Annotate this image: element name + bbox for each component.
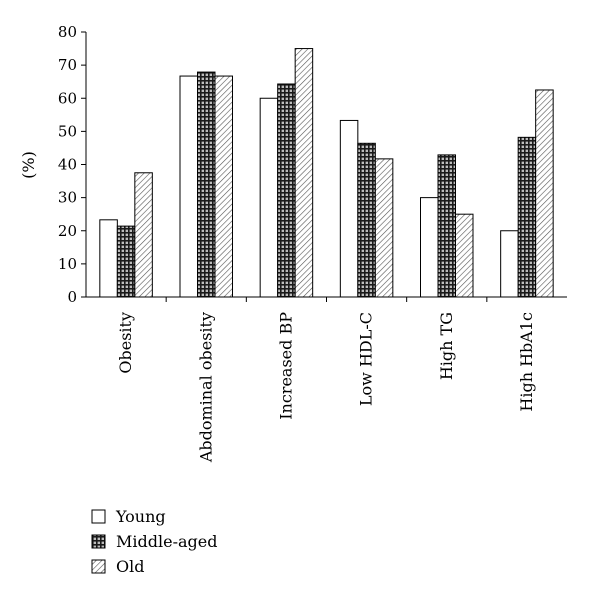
x-tick-label: Increased BP bbox=[276, 312, 295, 420]
y-axis-title: (%) bbox=[19, 151, 38, 179]
y-tick-label: 0 bbox=[67, 288, 77, 306]
bar-old-1 bbox=[134, 172, 153, 298]
x-tick-label: High HbA1c bbox=[517, 312, 536, 412]
legend-swatch-young bbox=[91, 509, 106, 524]
bar-old-4 bbox=[374, 158, 394, 298]
legend: Young Middle-aged Old bbox=[91, 507, 217, 576]
bar-young-2 bbox=[179, 75, 198, 298]
y-tick-label: 20 bbox=[58, 222, 77, 240]
bar-middle-aged-6 bbox=[517, 136, 537, 298]
bar-young-1 bbox=[99, 219, 118, 298]
bar-old-3 bbox=[294, 48, 314, 298]
plot-area: 0 10 20 30 40 50 60 70 80 Obesity Abdominal obesit… bbox=[58, 23, 567, 463]
bar-young-6 bbox=[500, 230, 519, 298]
x-tick-label: High TG bbox=[437, 312, 456, 380]
bar-young-5 bbox=[420, 197, 439, 298]
bar-middle-aged-4 bbox=[357, 142, 376, 298]
x-tick-label: Low HDL-C bbox=[357, 312, 376, 406]
bar-old-5 bbox=[455, 213, 474, 298]
bar-old-2 bbox=[214, 75, 233, 298]
bar-young-4 bbox=[339, 119, 359, 298]
y-tick-label: 80 bbox=[58, 23, 77, 41]
legend-swatch-old bbox=[91, 559, 106, 574]
bar-middle-aged-2 bbox=[197, 71, 216, 298]
y-tick-label: 40 bbox=[58, 156, 77, 174]
bar-middle-aged-3 bbox=[277, 83, 296, 298]
legend-swatch-middle-aged bbox=[91, 534, 106, 549]
legend-label: Old bbox=[116, 557, 144, 576]
bar-young-3 bbox=[259, 97, 279, 298]
bar-middle-aged-1 bbox=[116, 225, 136, 298]
y-tick-label: 30 bbox=[58, 189, 77, 207]
x-tick-label: Abdominal obesity bbox=[196, 312, 215, 463]
y-tick-label: 10 bbox=[58, 255, 77, 273]
legend-label: Middle-aged bbox=[116, 532, 217, 551]
bar-old-6 bbox=[535, 89, 554, 298]
legend-label: Young bbox=[115, 507, 166, 526]
x-tick-label: Obesity bbox=[116, 312, 135, 374]
y-tick-label: 60 bbox=[58, 89, 77, 107]
bar-middle-aged-5 bbox=[437, 154, 456, 298]
y-tick-label: 70 bbox=[58, 56, 77, 74]
y-tick-label: 50 bbox=[58, 122, 77, 140]
